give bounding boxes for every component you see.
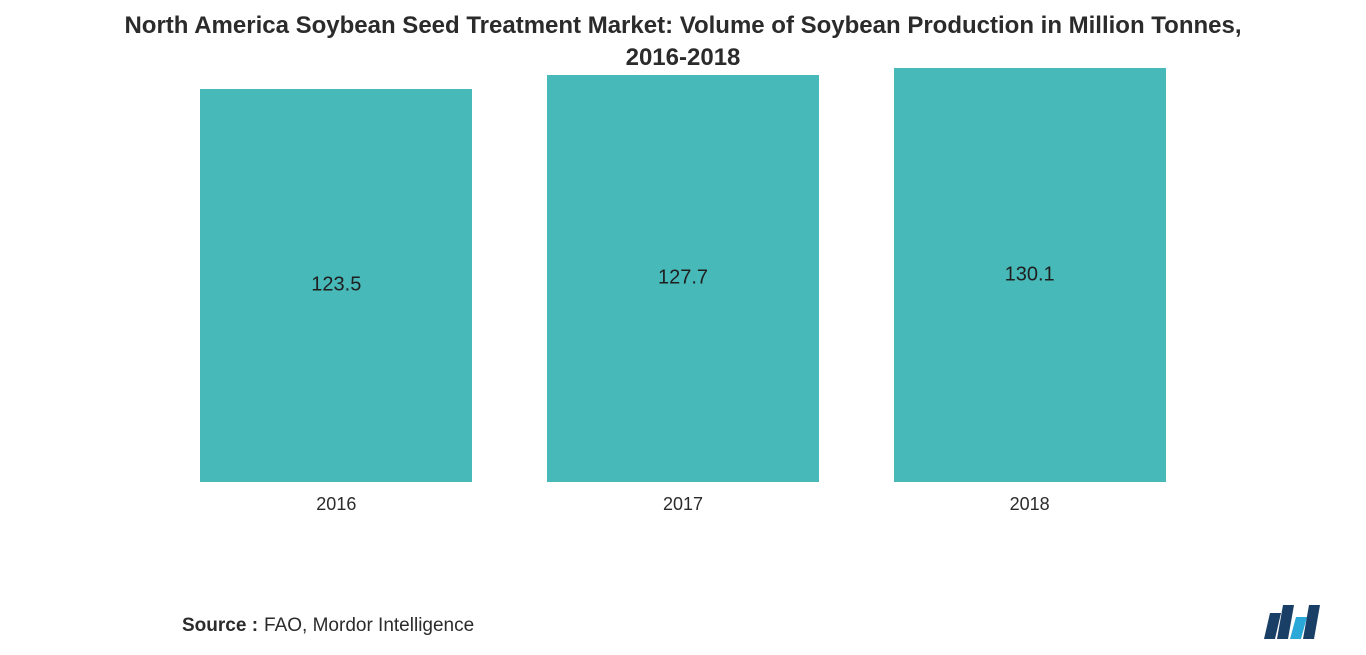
x-axis-label: 2017 xyxy=(663,494,703,515)
bar: 130.1 xyxy=(894,68,1166,482)
bar: 127.7 xyxy=(547,75,819,482)
bar-slot: 127.7 2017 xyxy=(510,75,857,515)
bar-value-label: 123.5 xyxy=(311,274,361,297)
x-axis-label: 2018 xyxy=(1010,494,1050,515)
chart-container: North America Soybean Seed Treatment Mar… xyxy=(0,0,1366,655)
source-attribution: Source : FAO, Mordor Intelligence xyxy=(182,615,474,637)
bar-slot: 123.5 2016 xyxy=(163,89,510,515)
chart-title: North America Soybean Seed Treatment Mar… xyxy=(0,0,1366,75)
source-label: Source : xyxy=(182,615,258,637)
chart-plot-area: 123.5 2016 127.7 2017 130.1 2018 xyxy=(133,85,1233,545)
bar-value-label: 130.1 xyxy=(1005,263,1055,286)
x-axis-label: 2016 xyxy=(316,494,356,515)
mordor-logo-icon xyxy=(1264,601,1326,639)
bar-slot: 130.1 2018 xyxy=(856,68,1203,515)
source-text: FAO, Mordor Intelligence xyxy=(264,615,474,637)
bar-value-label: 127.7 xyxy=(658,267,708,290)
bar: 123.5 xyxy=(200,89,472,482)
bars-wrapper: 123.5 2016 127.7 2017 130.1 2018 xyxy=(133,85,1233,515)
